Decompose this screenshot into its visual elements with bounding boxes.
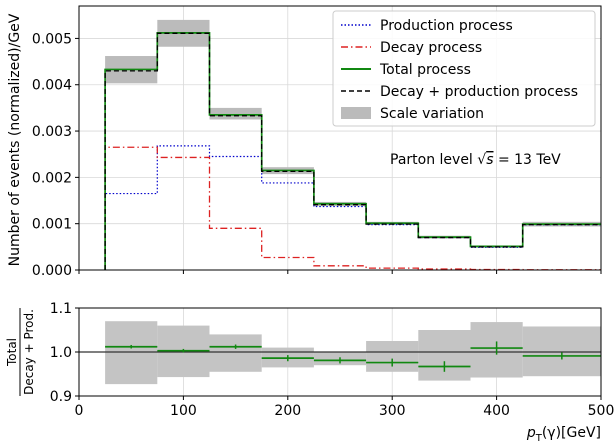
- ratio-point: [313, 357, 367, 364]
- ratio-point: [105, 344, 158, 349]
- ratio-point: [522, 352, 601, 360]
- main-plot-frame: [78, 5, 602, 271]
- main-y-axis-label: Number of events (normalized)/GeV: [7, 13, 23, 266]
- main-y-tick-label: 0.003: [32, 124, 72, 140]
- ratio-point: [157, 348, 210, 353]
- ratio-point: [470, 341, 523, 355]
- main-y-ticks: 0.000 0.001 0.002 0.003 0.004 0.005: [32, 31, 79, 279]
- main-y-tick-label: 0.000: [32, 263, 72, 279]
- ratio-point: [418, 361, 471, 372]
- ratio-point: [209, 344, 262, 349]
- legend-label: Decay process: [380, 40, 482, 56]
- legend-label: Scale variation: [380, 106, 484, 122]
- ratio-y-tick-label: 1.1: [50, 301, 72, 317]
- legend-swatch: [341, 107, 371, 119]
- ratio-point: [261, 355, 314, 362]
- ratio-band-bar: [418, 330, 471, 381]
- ratio-x-ticks: 0 100 200 300 400 500: [75, 396, 614, 419]
- legend-label: Decay + production process: [380, 84, 578, 100]
- x-axis-label: pT(γ)[GeV]: [526, 425, 601, 443]
- ratio-band-bar: [105, 321, 158, 385]
- ratio-points: [105, 341, 601, 372]
- ratio-y-label-numerator: Total: [5, 338, 19, 367]
- x-tick-label: 200: [274, 403, 301, 419]
- energy-annotation: Parton level √s = 13 TeV: [390, 152, 561, 168]
- series-decay-production-process-line: [104, 32, 601, 270]
- scale-variation-bar: [209, 107, 262, 120]
- main-y-tick-label: 0.001: [32, 217, 72, 233]
- ratio-band-bar: [209, 334, 262, 372]
- ratio-uncertainty-band: [105, 321, 601, 385]
- series-production-process-line: [104, 145, 601, 270]
- ratio-y-axis-label: Total Decay + Prod.: [5, 308, 36, 396]
- ratio-band-bar: [522, 326, 601, 377]
- x-tick-label: 0: [75, 403, 84, 419]
- main-x-ticks: [78, 270, 602, 274]
- main-y-tick-label: 0.002: [32, 170, 72, 186]
- legend-box: [332, 10, 596, 127]
- main-y-tick-label: 0.005: [32, 31, 72, 47]
- x-tick-label: 100: [170, 403, 197, 419]
- ratio-panel: 0.9 1.0 1.1 0 100 200 300 400 500 Total Decay +…: [5, 301, 614, 443]
- legend-label: Total process: [379, 62, 471, 78]
- x-tick-label: 400: [483, 403, 510, 419]
- main-panel: 0.000 0.001 0.002 0.003 0.004 0.005 Number of…: [7, 5, 602, 279]
- legend-label: Production process: [380, 18, 513, 34]
- ratio-y-label-denominator: Decay + Prod.: [22, 309, 36, 395]
- ratio-band-bar: [366, 341, 419, 372]
- ratio-point: [366, 358, 419, 367]
- ratio-y-ticks: 0.9 1.0 1.1: [50, 301, 79, 405]
- ratio-y-tick-label: 1.0: [50, 345, 72, 361]
- x-tick-label: 500: [588, 403, 614, 419]
- legend: Production process Decay process Total pro…: [332, 10, 596, 127]
- ratio-y-tick-label: 0.9: [50, 389, 72, 405]
- main-y-tick-label: 0.004: [32, 78, 72, 94]
- x-tick-label: 300: [379, 403, 406, 419]
